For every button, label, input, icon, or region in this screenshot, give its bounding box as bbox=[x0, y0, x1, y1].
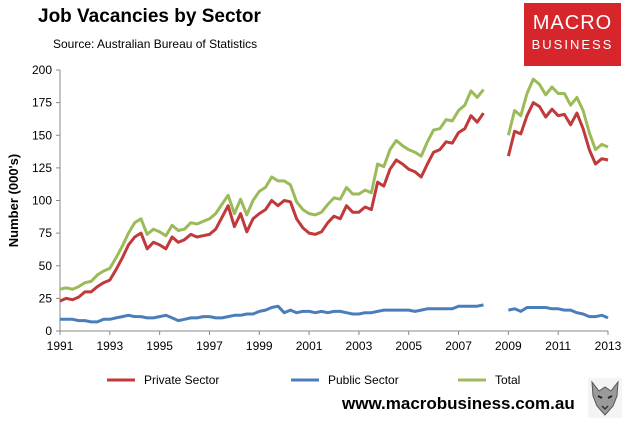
page-title: Job Vacancies by Sector bbox=[38, 6, 261, 27]
y-tick-label: 50 bbox=[39, 259, 53, 273]
y-tick-label: 175 bbox=[32, 96, 52, 110]
y-tick-label: 100 bbox=[32, 194, 52, 208]
y-tick-label: 25 bbox=[39, 291, 53, 305]
macrobusiness-logo[interactable]: MACRO BUSINESS bbox=[524, 3, 621, 66]
y-tick-label: 200 bbox=[32, 63, 52, 77]
x-tick-label: 1991 bbox=[47, 339, 74, 353]
legend-label-public-sector: Public Sector bbox=[328, 373, 399, 387]
logo-line-1: MACRO bbox=[532, 12, 613, 34]
wolf-logo-icon bbox=[588, 378, 622, 418]
chart-source: Source: Australian Bureau of Statistics bbox=[53, 37, 258, 51]
series-line-total bbox=[59, 77, 609, 291]
x-tick-label: 2005 bbox=[395, 339, 422, 353]
x-tick-label: 1997 bbox=[196, 339, 223, 353]
x-tick-label: 2009 bbox=[495, 339, 522, 353]
x-tick-label: 2011 bbox=[545, 339, 571, 353]
x-tick-label: 2001 bbox=[296, 339, 323, 353]
y-axis-label: Number (000's) bbox=[6, 154, 21, 247]
series-line-public-sector bbox=[60, 303, 609, 324]
legend-label-private-sector: Private Sector bbox=[144, 373, 219, 387]
y-tick-label: 75 bbox=[39, 226, 53, 240]
legend-label-total: Total bbox=[495, 373, 520, 387]
y-tick-label: 125 bbox=[32, 161, 52, 175]
x-tick-label: 2013 bbox=[595, 339, 622, 353]
logo-line-2: BUSINESS bbox=[531, 37, 614, 52]
x-tick-label: 1995 bbox=[146, 339, 173, 353]
y-tick-label: 150 bbox=[32, 128, 52, 142]
x-tick-label: 1993 bbox=[96, 339, 123, 353]
x-tick-label: 2003 bbox=[346, 339, 373, 353]
x-tick-label: 1999 bbox=[246, 339, 273, 353]
website-link[interactable]: www.macrobusiness.com.au bbox=[342, 394, 575, 413]
y-tick-label: 0 bbox=[45, 324, 52, 338]
x-tick-label: 2007 bbox=[445, 339, 472, 353]
series-line-private-sector bbox=[59, 101, 609, 303]
